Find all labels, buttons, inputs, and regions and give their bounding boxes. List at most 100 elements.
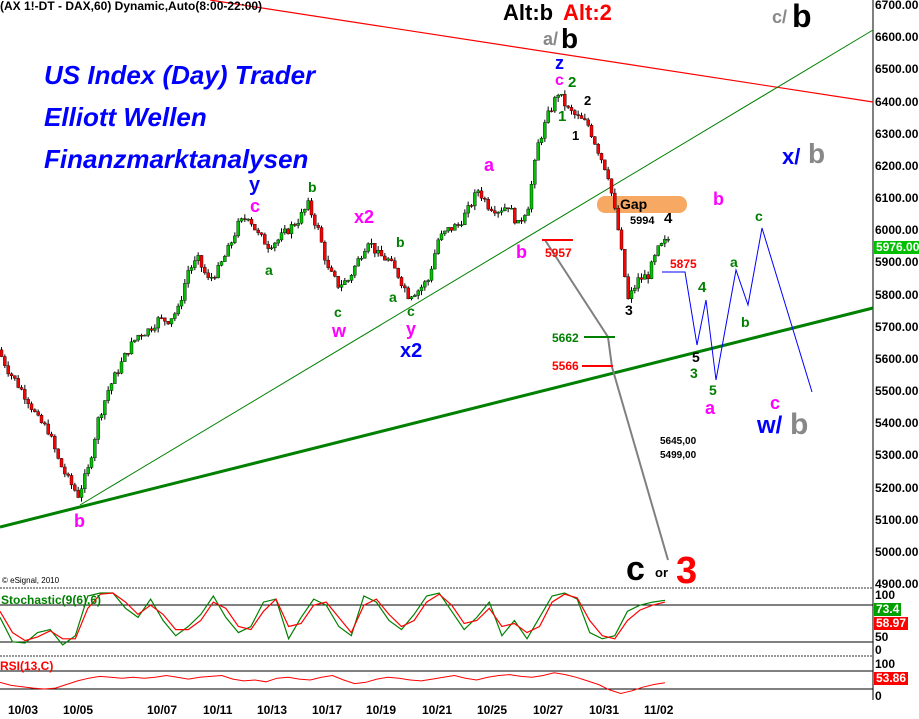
- price-tick: 6200.00: [875, 158, 919, 173]
- candle: [469, 205, 474, 207]
- candle: [463, 212, 467, 225]
- wave-label: 3: [625, 302, 633, 318]
- stoch-d-line: [0, 592, 666, 642]
- candle: [326, 259, 330, 268]
- wave-label: b: [74, 511, 85, 531]
- candle: [93, 439, 97, 459]
- date-tick: 10/13: [257, 703, 288, 717]
- rsi-series-line: [0, 672, 666, 695]
- candle: [409, 296, 414, 300]
- candle: [459, 224, 464, 226]
- candle: [563, 93, 567, 107]
- candle: [639, 277, 644, 280]
- wave-label: y: [249, 174, 261, 196]
- candle: [369, 243, 374, 245]
- candle: [536, 142, 540, 161]
- candle: [663, 239, 667, 244]
- wave-label: 5: [709, 382, 717, 398]
- candle: [479, 190, 484, 199]
- candle: [366, 243, 370, 252]
- wave-label: 1: [572, 128, 580, 143]
- price-tick: 6000.00: [875, 223, 919, 238]
- wave-label: a: [389, 289, 397, 305]
- candle: [519, 220, 524, 222]
- candle: [489, 208, 494, 211]
- candle: [189, 267, 194, 271]
- candle: [243, 218, 247, 220]
- candle: [239, 218, 244, 222]
- candle: [186, 270, 190, 284]
- candle: [196, 255, 200, 261]
- candle: [299, 211, 304, 224]
- candle: [256, 229, 260, 233]
- wave-label: 3: [690, 365, 698, 381]
- wave-label: b: [713, 189, 724, 209]
- candle: [499, 210, 504, 213]
- candle: [236, 220, 240, 237]
- wave-label: c: [555, 72, 564, 89]
- candle: [643, 274, 647, 280]
- price-tick: 5900.00: [875, 255, 919, 270]
- candle: [419, 286, 424, 292]
- candle: [273, 242, 277, 249]
- candle: [353, 265, 357, 276]
- date-tick: 10/31: [589, 703, 620, 717]
- candle: [546, 110, 550, 123]
- candle: [566, 105, 570, 108]
- candle: [569, 107, 574, 111]
- price-tick: 5700.00: [875, 319, 919, 334]
- candle: [266, 244, 270, 249]
- price-tick: 5400.00: [875, 416, 919, 431]
- date-tick: 10/03: [8, 703, 39, 717]
- candle: [233, 235, 237, 243]
- candle: [66, 473, 70, 476]
- candle: [316, 225, 320, 228]
- candle: [319, 227, 324, 243]
- candle: [473, 192, 477, 207]
- price-tick: 6500.00: [875, 62, 919, 77]
- red-trendline: [209, 0, 874, 103]
- candle: [646, 274, 650, 280]
- candle: [573, 110, 577, 115]
- wave-label: y: [406, 319, 417, 339]
- candle: [586, 119, 590, 126]
- wave-label: b: [808, 138, 826, 169]
- candle: [429, 268, 434, 281]
- date-tick: 10/11: [203, 703, 233, 717]
- candle: [13, 375, 17, 379]
- wave-label: c: [250, 196, 261, 216]
- candle: [666, 238, 670, 241]
- candle: [649, 261, 654, 280]
- date-tick: 10/19: [366, 703, 397, 717]
- candle: [386, 258, 390, 261]
- wave-label: b: [308, 179, 317, 195]
- chart-title: (AX 1!-DT - DAX,60) Dynamic,Auto(8:00-22…: [0, 0, 263, 13]
- wave-label: 2: [584, 93, 592, 108]
- candle: [126, 353, 130, 355]
- wave-label: 5: [692, 349, 700, 365]
- candle: [503, 207, 507, 212]
- target-label: 5645,00: [660, 436, 697, 447]
- candle: [443, 230, 447, 235]
- candle: [403, 285, 407, 289]
- candle: [506, 207, 510, 209]
- candle: [146, 328, 150, 336]
- candle: [313, 214, 317, 226]
- candle: [426, 280, 430, 282]
- candle: [203, 267, 207, 274]
- candle: [623, 249, 627, 277]
- candle: [193, 260, 197, 268]
- candle: [556, 95, 560, 98]
- candle: [373, 243, 377, 254]
- candle: [169, 318, 174, 325]
- candle: [433, 253, 437, 270]
- wave-label: c: [770, 393, 781, 413]
- candle: [49, 433, 54, 437]
- candle: [439, 233, 444, 241]
- price-tick: 4900.00: [875, 577, 919, 591]
- candle: [209, 277, 214, 279]
- candle: [269, 247, 274, 250]
- candle: [543, 122, 547, 139]
- blue-projection-path: [662, 227, 813, 393]
